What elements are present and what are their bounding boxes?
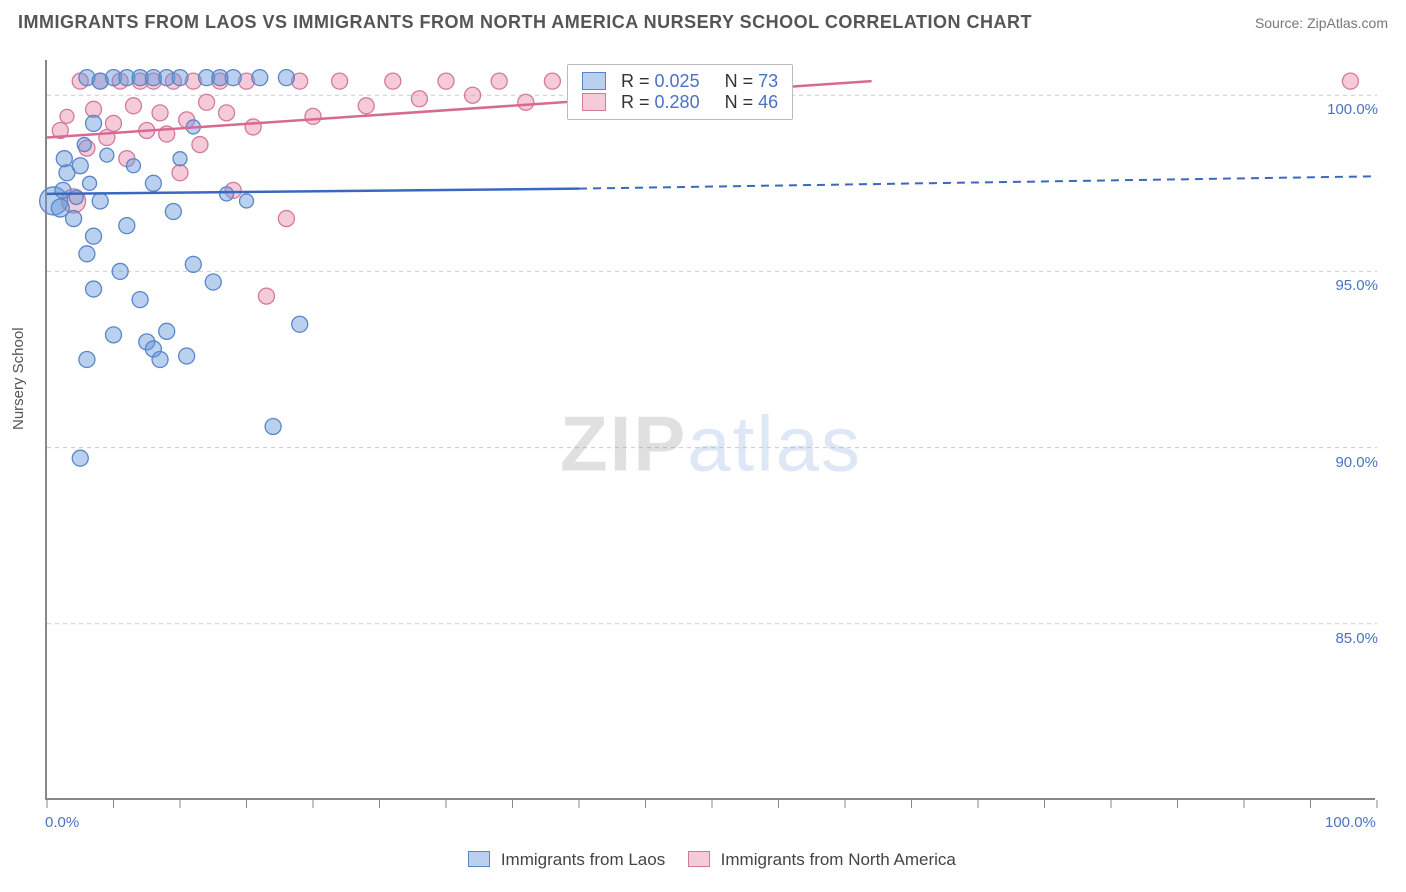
stats-n-b: 46: [758, 92, 778, 112]
point-series-b: [192, 137, 208, 153]
point-series-a: [225, 70, 241, 86]
point-series-b: [199, 94, 215, 110]
x-tick-label: 100.0%: [1325, 814, 1376, 831]
stats-n-a: 73: [758, 71, 778, 91]
y-tick-label: 90.0%: [1335, 454, 1378, 471]
point-series-a: [152, 352, 168, 368]
chart-container: IMMIGRANTS FROM LAOS VS IMMIGRANTS FROM …: [0, 0, 1406, 892]
point-series-b: [219, 105, 235, 121]
stats-box: R = 0.025 N = 73 R = 0.280 N = 46: [567, 64, 793, 120]
point-series-b: [305, 108, 321, 124]
title-row: IMMIGRANTS FROM LAOS VS IMMIGRANTS FROM …: [18, 12, 1388, 33]
legend-label-a: Immigrants from Laos: [501, 850, 665, 869]
point-series-a: [79, 246, 95, 262]
point-series-b: [245, 119, 261, 135]
point-series-b: [258, 288, 274, 304]
legend-swatch-a: [468, 851, 490, 867]
point-series-b: [358, 98, 374, 114]
source-link[interactable]: ZipAtlas.com: [1307, 15, 1388, 31]
point-series-a: [185, 256, 201, 272]
y-tick-label: 85.0%: [1335, 630, 1378, 647]
point-series-b: [385, 73, 401, 89]
stats-row-a: R = 0.025 N = 73: [582, 71, 778, 92]
stats-r-b: 0.280: [655, 92, 700, 112]
point-series-a: [79, 352, 95, 368]
point-series-a: [173, 152, 187, 166]
point-series-a: [83, 176, 97, 190]
stats-swatch-b: [582, 93, 606, 111]
plot-svg: [47, 60, 1375, 798]
point-series-a: [179, 348, 195, 364]
plot-area: ZIPatlas R = 0.025 N = 73 R = 0.280 N = …: [45, 60, 1375, 800]
stats-n-label-a: N =: [725, 71, 759, 91]
legend: Immigrants from Laos Immigrants from Nor…: [0, 850, 1406, 870]
x-tick-label: 0.0%: [45, 814, 79, 831]
point-series-a: [55, 182, 71, 198]
stats-r-label-b: R =: [621, 92, 655, 112]
point-series-a: [66, 211, 82, 227]
point-series-a: [100, 148, 114, 162]
point-series-a: [165, 204, 181, 220]
point-series-b: [152, 105, 168, 121]
trend-line-a-dash: [579, 176, 1377, 188]
point-series-a: [205, 274, 221, 290]
point-series-b: [60, 109, 74, 123]
stats-r-label-a: R =: [621, 71, 655, 91]
point-series-b: [106, 115, 122, 131]
point-series-b: [411, 91, 427, 107]
point-series-a: [119, 218, 135, 234]
point-series-a: [172, 70, 188, 86]
point-series-a: [132, 292, 148, 308]
stats-swatch-a: [582, 72, 606, 90]
source-attribution: Source: ZipAtlas.com: [1255, 15, 1388, 31]
source-label: Source:: [1255, 15, 1307, 31]
point-series-a: [77, 138, 91, 152]
point-series-a: [72, 450, 88, 466]
point-series-a: [159, 323, 175, 339]
point-series-a: [126, 159, 140, 173]
y-tick-label: 100.0%: [1327, 101, 1378, 118]
point-series-a: [278, 70, 294, 86]
point-series-b: [1342, 73, 1358, 89]
legend-label-b: Immigrants from North America: [721, 850, 956, 869]
stats-r-a: 0.025: [655, 71, 700, 91]
point-series-a: [240, 194, 254, 208]
point-series-a: [265, 418, 281, 434]
point-series-a: [72, 158, 88, 174]
point-series-b: [125, 98, 141, 114]
stats-row-b: R = 0.280 N = 46: [582, 92, 778, 113]
trend-line-a: [47, 189, 579, 194]
point-series-b: [518, 94, 534, 110]
point-series-b: [278, 211, 294, 227]
point-series-a: [86, 228, 102, 244]
point-series-a: [106, 327, 122, 343]
point-series-a: [86, 281, 102, 297]
point-series-a: [112, 263, 128, 279]
stats-n-label-b: N =: [725, 92, 759, 112]
point-series-a: [220, 187, 234, 201]
point-series-a: [145, 175, 161, 191]
point-series-a: [56, 151, 72, 167]
chart-title: IMMIGRANTS FROM LAOS VS IMMIGRANTS FROM …: [18, 12, 1032, 33]
point-series-b: [438, 73, 454, 89]
point-series-a: [292, 316, 308, 332]
point-series-a: [252, 70, 268, 86]
point-series-b: [332, 73, 348, 89]
point-series-a: [86, 115, 102, 131]
legend-swatch-b: [688, 851, 710, 867]
point-series-b: [544, 73, 560, 89]
point-series-b: [491, 73, 507, 89]
point-series-a: [92, 193, 108, 209]
point-series-b: [172, 165, 188, 181]
point-series-b: [465, 87, 481, 103]
y-axis-label: Nursery School: [10, 327, 27, 430]
y-tick-label: 95.0%: [1335, 277, 1378, 294]
